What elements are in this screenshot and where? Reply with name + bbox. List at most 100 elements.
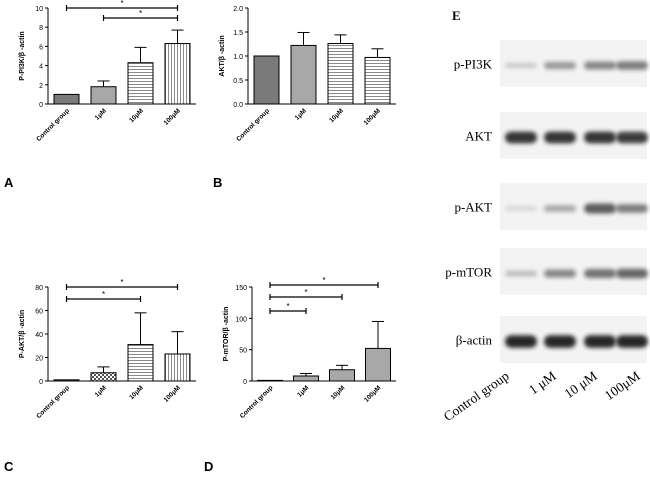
y-tick-label: 4 xyxy=(39,64,43,71)
panel-letter-b: B xyxy=(213,175,222,190)
x-tick-label: Control group xyxy=(35,107,71,143)
blot-band xyxy=(544,205,576,212)
blot-band xyxy=(584,269,616,278)
y-tick-label: 0.5 xyxy=(233,78,243,85)
blot-band xyxy=(584,203,616,214)
y-tick-label: 100 xyxy=(235,316,247,323)
panel-letter-c: C xyxy=(4,459,14,474)
x-tick-label: Control group xyxy=(35,384,71,420)
significance-label: * xyxy=(139,9,142,18)
x-tick-label: 100μM xyxy=(163,384,182,403)
blot-band xyxy=(584,131,616,144)
bar xyxy=(290,44,317,105)
significance-label: * xyxy=(286,302,289,311)
blot-lane-label: Control group xyxy=(441,368,512,424)
blot-band xyxy=(616,335,648,348)
blot-lane-label: 1 μM xyxy=(526,368,559,397)
blot-row-label: p-PI3K xyxy=(454,57,493,72)
y-tick-label: 0 xyxy=(39,102,43,109)
panel-letter-a: A xyxy=(4,175,14,190)
y-tick-label: 80 xyxy=(35,285,43,292)
blot-band xyxy=(544,335,576,348)
y-tick-label: 8 xyxy=(39,25,43,32)
blot-band xyxy=(505,335,537,348)
significance-label: * xyxy=(120,278,123,287)
blot-lane-label: 100μM xyxy=(602,368,643,403)
x-tick-label: Control group xyxy=(239,384,275,420)
x-tick-label: 10μM xyxy=(128,384,145,401)
blot-band xyxy=(505,206,537,211)
x-tick-label: 10μM xyxy=(328,107,345,124)
chart-panel-a: 0 2 4 6 8 10 P-PI3K/β -actin Control group 1μM 10… xyxy=(19,0,196,143)
blot-band xyxy=(616,268,648,279)
x-tick-label: 1μM xyxy=(94,107,108,121)
bar xyxy=(327,43,354,105)
x-tick-label: 1μM xyxy=(94,384,108,398)
significance-label: * xyxy=(120,0,123,8)
bar xyxy=(90,86,117,105)
bar xyxy=(293,375,319,382)
y-axis-label: P-PI3K/β -actin xyxy=(19,31,26,80)
blot-band xyxy=(505,270,537,277)
bar xyxy=(127,344,154,382)
blot-band xyxy=(584,61,616,70)
y-tick-label: 0 xyxy=(39,379,43,386)
x-tick-label: Control group xyxy=(235,107,271,143)
blot-band xyxy=(544,131,576,144)
y-tick-label: 150 xyxy=(235,285,247,292)
blot-row-label: p-AKT xyxy=(454,200,492,215)
y-axis-label: AKT/β -actin xyxy=(219,35,226,76)
panel-letter-d: D xyxy=(204,459,213,474)
panel-letter-e: E xyxy=(452,8,461,23)
y-tick-label: 2 xyxy=(39,83,43,90)
blot-band xyxy=(616,204,648,213)
y-tick-label: 60 xyxy=(35,309,43,316)
y-tick-label: 10 xyxy=(35,6,43,13)
bar xyxy=(53,379,80,382)
y-axis-label: P-mTOR/β -actin xyxy=(223,307,230,362)
significance-label: * xyxy=(102,290,105,299)
bar xyxy=(365,347,391,382)
bar xyxy=(90,372,117,382)
bar xyxy=(164,43,191,105)
bar xyxy=(53,93,80,105)
y-tick-label: 0 xyxy=(243,379,247,386)
y-axis-label: P-AKT/β -actin xyxy=(19,310,26,358)
bar xyxy=(329,369,355,382)
bar xyxy=(164,353,191,382)
x-tick-label: 1μM xyxy=(294,107,308,121)
significance-label: * xyxy=(304,288,307,297)
western-blot-panel: E p-PI3K AKT p-AKT p-mTOR β-actin Control gro… xyxy=(441,8,648,424)
blot-band xyxy=(616,61,648,70)
significance-label: * xyxy=(322,276,325,285)
x-tick-label: 10μM xyxy=(128,107,145,124)
x-tick-label: 100μM xyxy=(163,107,182,126)
blot-band xyxy=(584,335,616,348)
y-tick-label: 1.5 xyxy=(233,30,243,37)
blot-band xyxy=(544,269,576,278)
blot-row-label: β-actin xyxy=(456,333,493,348)
bar xyxy=(257,379,283,382)
blot-row-label: p-mTOR xyxy=(445,265,492,280)
bar xyxy=(127,62,154,105)
blot-band xyxy=(544,61,576,70)
chart-panel-d: 0 50 100 150 P-mTOR/β -actin Control group 1μM… xyxy=(223,276,396,420)
blot-row-label: AKT xyxy=(465,129,492,144)
chart-panel-b: 0.0 0.5 1.0 1.5 2.0 AKT/β -actin Control group… xyxy=(219,6,396,143)
y-tick-label: 50 xyxy=(239,348,247,355)
blot-lane-label: 10 μM xyxy=(562,368,600,401)
y-tick-label: 40 xyxy=(35,332,43,339)
x-tick-label: 100μM xyxy=(363,384,382,403)
x-tick-label: 100μM xyxy=(363,107,382,126)
y-tick-label: 0.0 xyxy=(233,102,243,109)
x-tick-label: 10μM xyxy=(330,384,347,401)
blot-band xyxy=(505,63,537,68)
blot-band xyxy=(505,131,537,144)
bar xyxy=(253,55,280,105)
y-tick-label: 6 xyxy=(39,44,43,51)
x-tick-label: 1μM xyxy=(296,384,310,398)
y-tick-label: 1.0 xyxy=(233,54,243,61)
bar xyxy=(364,56,391,105)
y-tick-label: 2.0 xyxy=(233,6,243,13)
